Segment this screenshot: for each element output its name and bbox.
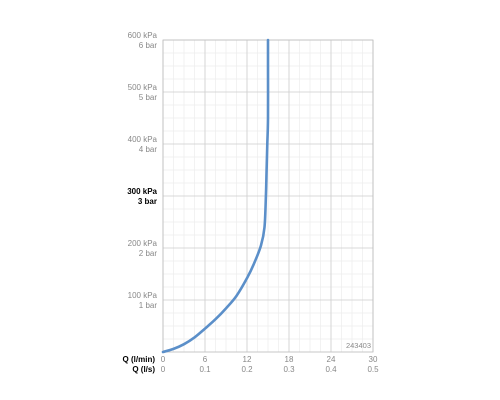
x-tick-label-lpm: 24 [327,355,336,364]
y-tick-label-kpa: 300 kPa [127,187,157,196]
x-tick-label-lpm: 6 [203,355,208,364]
x-tick-label-lps: 0.4 [325,365,337,374]
series-layer [161,38,270,354]
y-tick-label-bar: 6 bar [139,41,158,50]
x-tick-label-lpm: 0 [161,355,166,364]
x-tick-label-lps: 0.2 [241,365,253,374]
x-tick-label-lps: 0.3 [283,365,295,374]
chart-code-label: 243403 [346,341,371,350]
y-tick-label-bar: 1 bar [139,301,158,310]
x-tick-label-lpm: 18 [285,355,294,364]
y-tick-label-kpa: 500 kPa [128,83,158,92]
x-axis-labels: 00 60.1 120.2 180.3 240.4 300.5 [161,355,379,374]
series-line [161,38,270,354]
y-tick-label-bar: 3 bar [138,197,157,206]
y-tick-label-kpa: 100 kPa [128,291,158,300]
y-tick-label-bar: 2 bar [139,249,158,258]
y-tick-label-bar: 4 bar [139,145,158,154]
x-tick-label-lps: 0.5 [367,365,379,374]
y-tick-label-kpa: 400 kPa [128,135,158,144]
y-tick-label-bar: 5 bar [139,93,158,102]
y-tick-label-kpa: 200 kPa [128,239,158,248]
x-axis-title-lps: Q (l/s) [132,365,155,374]
x-tick-label-lps: 0.1 [199,365,211,374]
x-tick-label-lps: 0 [161,365,166,374]
x-axis-title-lpm: Q (l/min) [123,355,156,364]
y-tick-label-kpa: 600 kPa [128,31,158,40]
x-tick-label-lpm: 30 [369,355,378,364]
x-tick-label-lpm: 12 [243,355,252,364]
